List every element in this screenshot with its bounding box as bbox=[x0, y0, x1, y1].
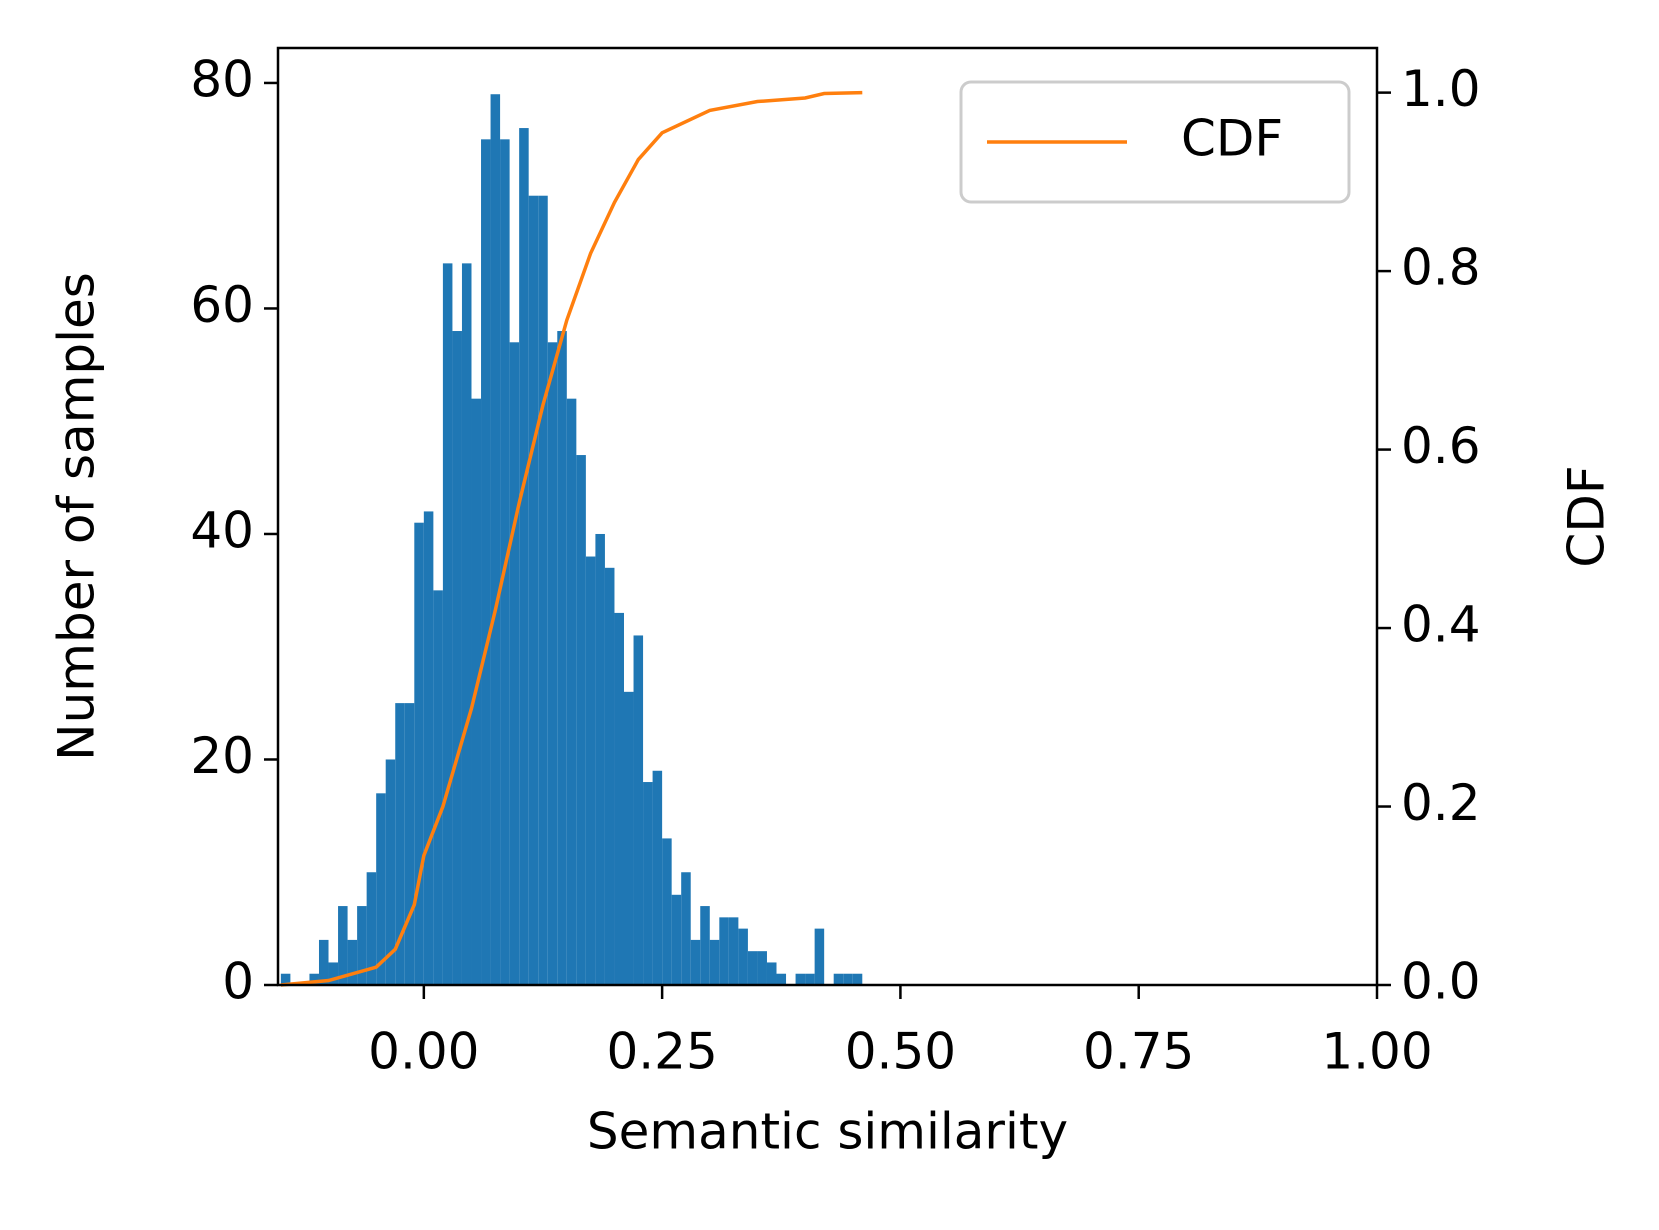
bar bbox=[414, 522, 424, 985]
y-tick-label: 20 bbox=[190, 727, 254, 785]
bar bbox=[433, 590, 443, 985]
legend-label: CDF bbox=[1181, 110, 1283, 168]
y-tick-label: 60 bbox=[190, 276, 254, 334]
bar bbox=[623, 691, 634, 985]
y2-tick-label: 0.8 bbox=[1401, 239, 1481, 297]
bar bbox=[633, 635, 644, 985]
bar bbox=[757, 951, 767, 985]
bar bbox=[643, 782, 653, 985]
bar bbox=[338, 906, 348, 985]
bar bbox=[318, 939, 329, 985]
bar bbox=[328, 962, 339, 985]
bar bbox=[519, 128, 529, 985]
bar bbox=[585, 556, 596, 985]
bar bbox=[728, 917, 739, 985]
bar bbox=[442, 263, 453, 985]
bar bbox=[738, 928, 748, 985]
y-tick-label: 40 bbox=[190, 501, 254, 559]
bar bbox=[357, 906, 367, 985]
bar bbox=[843, 973, 853, 985]
bar bbox=[366, 872, 377, 985]
bar bbox=[347, 939, 358, 985]
y2-tick-label: 0.2 bbox=[1401, 774, 1481, 832]
bar bbox=[595, 533, 605, 985]
bar bbox=[766, 962, 777, 985]
y2-tick-label: 0.4 bbox=[1401, 596, 1481, 654]
bar bbox=[833, 973, 844, 985]
bar bbox=[566, 398, 577, 985]
legend-box bbox=[959, 80, 1351, 204]
bar bbox=[461, 263, 472, 985]
axes-frame bbox=[276, 46, 1379, 987]
bar bbox=[652, 770, 663, 985]
bar bbox=[719, 917, 729, 985]
y2-axis-label: CDF bbox=[1558, 465, 1616, 567]
bar bbox=[481, 139, 491, 985]
bar bbox=[852, 973, 863, 985]
bar bbox=[452, 331, 462, 985]
bar bbox=[509, 342, 520, 985]
bar bbox=[385, 759, 396, 985]
bar bbox=[747, 951, 758, 985]
cdf-line bbox=[280, 90, 863, 987]
bar bbox=[376, 793, 386, 985]
bar bbox=[538, 195, 548, 986]
y2-tick-label: 1.0 bbox=[1401, 60, 1481, 118]
x-tick-label: 0.00 bbox=[368, 1023, 479, 1081]
bar bbox=[604, 567, 615, 985]
bar bbox=[547, 342, 558, 985]
x-tick-label: 0.25 bbox=[606, 1023, 717, 1081]
bar bbox=[528, 195, 539, 986]
bar bbox=[671, 894, 682, 985]
y-tick-label: 0 bbox=[222, 953, 254, 1011]
x-axis-label: Semantic similarity bbox=[587, 1103, 1068, 1161]
bar bbox=[814, 928, 825, 985]
x-tick-label: 0.75 bbox=[1083, 1023, 1194, 1081]
x-tick-label: 1.00 bbox=[1321, 1023, 1432, 1081]
y-tick-label: 80 bbox=[190, 50, 254, 108]
bar bbox=[776, 973, 787, 985]
bar bbox=[681, 872, 691, 985]
bar bbox=[309, 973, 319, 985]
bar bbox=[662, 838, 672, 985]
bar bbox=[404, 703, 415, 985]
bar bbox=[614, 612, 624, 985]
bar bbox=[280, 973, 291, 985]
bar bbox=[576, 455, 586, 986]
bar bbox=[690, 939, 701, 985]
bar bbox=[795, 973, 806, 985]
bar bbox=[423, 511, 434, 985]
y-axis-label: Number of samples bbox=[48, 272, 106, 761]
bar bbox=[700, 906, 710, 985]
bar bbox=[557, 331, 567, 985]
y2-tick-label: 0.0 bbox=[1401, 953, 1481, 1011]
y2-tick-label: 0.6 bbox=[1401, 417, 1481, 475]
bar bbox=[395, 703, 405, 985]
bar bbox=[490, 94, 501, 985]
x-tick-label: 0.50 bbox=[845, 1023, 956, 1081]
bar bbox=[709, 939, 720, 985]
bar bbox=[805, 973, 815, 985]
